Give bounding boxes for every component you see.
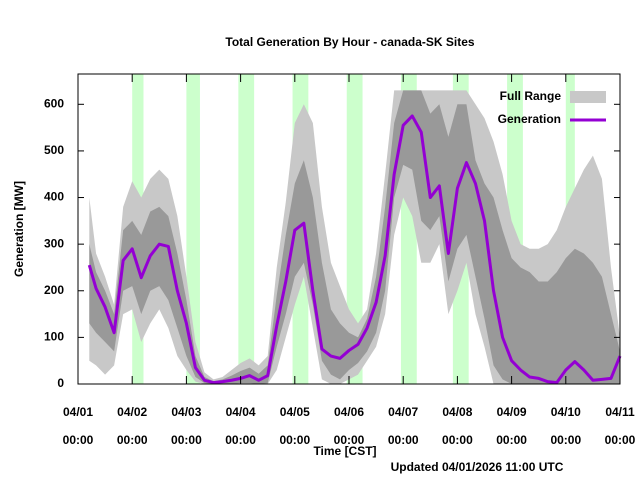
y-tick-label: 300 <box>44 236 64 250</box>
y-tick-label: 500 <box>44 143 64 157</box>
legend-swatch <box>570 91 606 103</box>
y-tick-label: 0 <box>57 376 64 390</box>
night-shading <box>346 74 363 384</box>
x-tick-label: 04/05 00:00 <box>279 405 310 447</box>
legend-label: Generation <box>498 112 561 126</box>
x-tick-label: 04/11 00:00 <box>605 405 636 447</box>
x-tick-label: 04/10 00:00 <box>550 405 581 447</box>
x-tick-label: 04/02 00:00 <box>117 405 148 447</box>
generation-line <box>87 114 622 385</box>
legend-label: Full Range <box>500 89 562 103</box>
x-axis-label: Time [CST] <box>313 444 376 458</box>
footnote: Updated 04/01/2026 11:00 UTC <box>391 460 564 474</box>
x-tick-label: 04/01 00:00 <box>63 405 94 447</box>
night-shading <box>238 74 255 384</box>
x-tick-label: 04/08 00:00 <box>442 405 473 447</box>
x-tick-label: 04/06 00:00 <box>334 405 365 447</box>
y-tick-label: 600 <box>44 96 64 110</box>
y-tick-label: 400 <box>44 190 64 204</box>
y-tick-label: 100 <box>44 330 64 344</box>
x-tick-label: 04/03 00:00 <box>171 405 202 447</box>
x-tick-label: 04/07 00:00 <box>388 405 419 447</box>
y-axis-label: Generation [MW] <box>12 181 26 277</box>
x-tick-label: 04/09 00:00 <box>496 405 527 447</box>
y-tick-label: 200 <box>44 283 64 297</box>
range-band <box>89 90 620 384</box>
chart-title: Total Generation By Hour - canada-SK Sit… <box>225 35 474 49</box>
x-tick-label: 04/04 00:00 <box>225 405 256 447</box>
